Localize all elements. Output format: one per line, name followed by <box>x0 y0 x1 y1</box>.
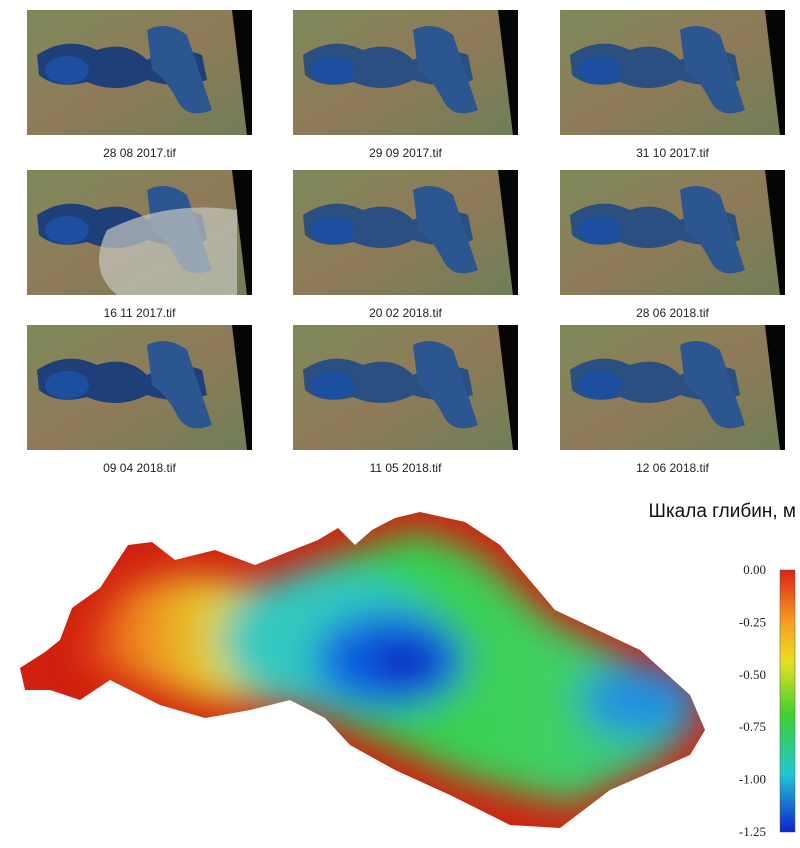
thumbnail <box>560 325 785 450</box>
file-name: 28 06 2018.tif <box>636 306 709 320</box>
thumbnail <box>293 10 518 135</box>
scale-tick-label: -1.25 <box>739 824 766 839</box>
thumbnail <box>293 170 518 295</box>
scale-tick-label: -1.00 <box>739 772 766 787</box>
water <box>311 371 355 399</box>
water <box>578 371 622 399</box>
thumbnail <box>27 325 252 450</box>
thumbnail <box>27 10 252 135</box>
scale-tick-label: -0.50 <box>739 667 766 682</box>
thumbnail <box>560 170 785 295</box>
file-name: 20 02 2018.tif <box>369 306 442 320</box>
file-name: 29 09 2017.tif <box>369 146 442 160</box>
scale-tick-label: -0.75 <box>739 719 766 734</box>
file-name: 31 10 2017.tif <box>636 146 709 160</box>
water <box>45 56 89 84</box>
thumbnail <box>27 170 252 295</box>
file-name: 16 11 2017.tif <box>104 306 177 320</box>
color-scale: Шкала глибин, м 0.00 -0.25 -0.50 -0.75 -1.00… <box>649 501 796 839</box>
file-name: 28 08 2017.tif <box>103 146 176 160</box>
thumbnail <box>293 325 518 450</box>
page: 28 08 2017.tif 29 09 2017.tif 31 10 2017.t… <box>0 0 800 848</box>
water <box>578 216 622 244</box>
color-bar <box>780 570 795 832</box>
scale-tick-label: -0.25 <box>739 614 766 629</box>
file-name: 09 04 2018.tif <box>103 461 176 475</box>
water <box>45 371 89 399</box>
scale-tick-label: 0.00 <box>743 562 766 577</box>
figure: 28 08 2017.tif 29 09 2017.tif 31 10 2017.t… <box>0 0 800 848</box>
thumbnail-grid: 28 08 2017.tif 29 09 2017.tif 31 10 2017.t… <box>27 10 785 475</box>
file-name: 11 05 2018.tif <box>370 461 443 475</box>
water <box>311 216 355 244</box>
water <box>578 56 622 84</box>
scale-title: Шкала глибин, м <box>649 501 796 522</box>
file-name: 12 06 2018.tif <box>636 461 709 475</box>
water <box>311 56 355 84</box>
depth-map <box>20 512 705 828</box>
thumbnail <box>560 10 785 135</box>
water <box>45 216 89 244</box>
